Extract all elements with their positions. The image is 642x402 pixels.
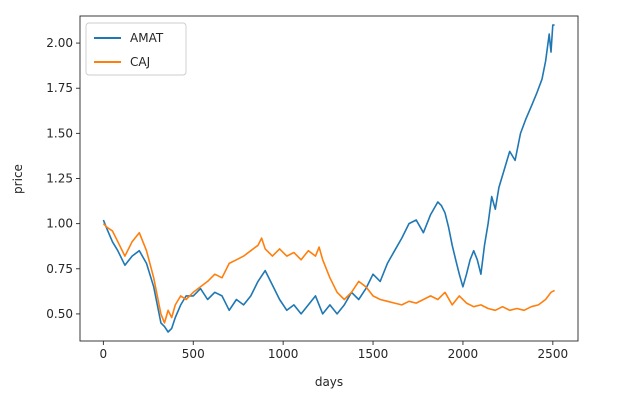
y-tick-label: 0.75 <box>46 262 73 276</box>
plot-area <box>102 24 555 333</box>
y-tick-label: 1.00 <box>46 217 73 231</box>
y-axis-label: price <box>11 164 25 194</box>
y-tick-label: 2.00 <box>46 36 73 50</box>
legend: AMAT CAJ <box>85 22 187 76</box>
series-line-amat <box>102 24 555 333</box>
legend-label-amat: AMAT <box>130 31 164 45</box>
legend-label-caj: CAJ <box>130 55 150 69</box>
x-tick-label: 1000 <box>268 347 299 361</box>
y-tick-label: 1.75 <box>46 81 73 95</box>
y-tick-label: 1.25 <box>46 172 73 186</box>
y-tick-label: 1.50 <box>46 126 73 140</box>
plot-frame <box>79 15 579 342</box>
x-tick-label: 0 <box>100 347 108 361</box>
x-tick-label: 2500 <box>538 347 569 361</box>
x-tick-label: 500 <box>182 347 205 361</box>
x-tick-label: 2000 <box>448 347 479 361</box>
series-line-caj <box>102 223 555 324</box>
x-axis-label: days <box>315 375 343 389</box>
y-tick-label: 0.50 <box>46 307 73 321</box>
x-tick-label: 1500 <box>358 347 389 361</box>
x-axis: 0 500 1000 1500 2000 2500 <box>100 341 569 361</box>
y-axis: 0.50 0.75 1.00 1.25 1.50 1.75 2.00 <box>46 36 80 321</box>
